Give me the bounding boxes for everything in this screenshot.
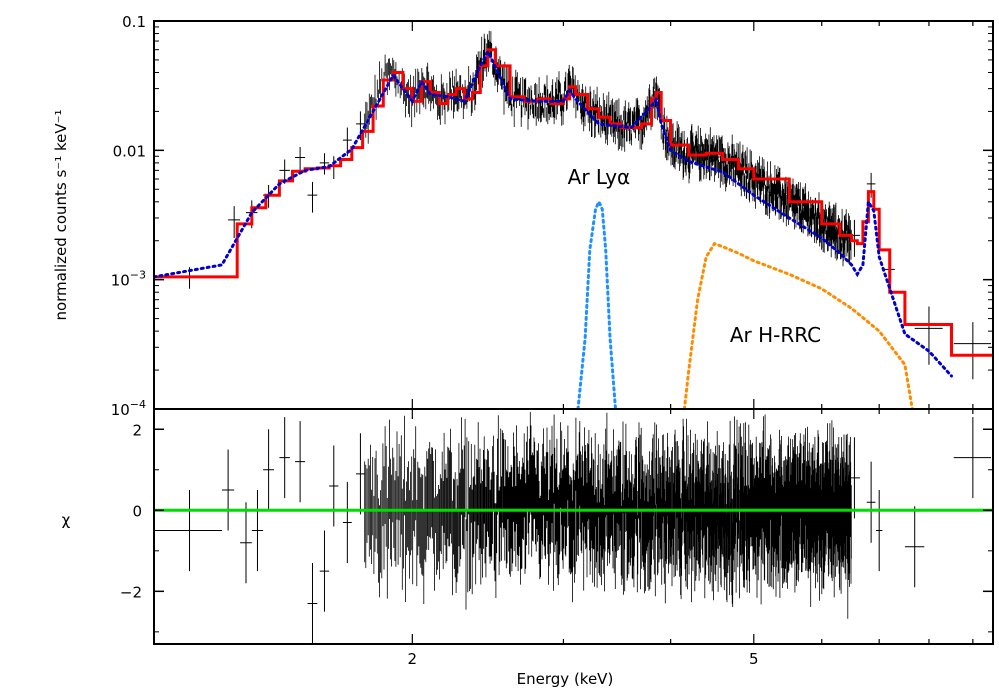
residual-data-point: [240, 502, 252, 584]
spectrum-y-tick-label: 10−3: [111, 269, 146, 290]
residual-data-point: [307, 562, 318, 644]
residual-data-point: [263, 429, 275, 511]
residual-data-point: [221, 449, 235, 531]
x-tick-label: 2: [408, 650, 418, 668]
residual-y-tick-label: 2: [132, 421, 142, 439]
spectrum-y-tick-label: 10−4: [111, 398, 146, 419]
annotation-ar-lya: Ar Lyα: [568, 165, 631, 189]
spectrum-data-point: [914, 306, 943, 365]
residual-data-point: [866, 461, 876, 543]
spectrum-data-cloud: [364, 30, 852, 267]
spectrum-y-tick-label: 0.01: [113, 142, 146, 160]
x-tick-label: 5: [749, 650, 759, 668]
annotation-ar-h-rrc: Ar H-RRC: [730, 323, 821, 347]
residual-data-cloud: [364, 411, 852, 619]
spectrum-data-point: [953, 322, 992, 380]
spectrum-data-point: [319, 153, 330, 175]
residual-data-point: [251, 490, 264, 572]
residual-data-point: [904, 506, 925, 588]
residuals-panel: 2 0 −2 2 5 χ Energy (keV): [62, 408, 994, 688]
residual-y-tick-label: −2: [120, 583, 142, 601]
x-axis-title: Energy (keV): [517, 670, 614, 688]
residual-data-point: [279, 417, 290, 499]
residual-data-point: [342, 481, 352, 563]
residuals-plot-frame: [153, 408, 994, 645]
spectrum-data-point: [295, 147, 306, 171]
residual-data-point: [154, 490, 222, 572]
spectrum-data-point: [228, 206, 241, 238]
spectrum-data-point: [866, 172, 876, 198]
spectrum-y-axis-title: normalized counts s⁻¹ keV⁻¹: [52, 109, 70, 320]
residual-data-point: [319, 530, 330, 612]
residuals-y-axis-title: χ: [62, 511, 71, 529]
total-model-line: [154, 48, 993, 357]
ar-lya-component-line: [576, 198, 617, 409]
residual-data-point: [295, 421, 306, 503]
residual-data-point: [875, 490, 883, 572]
spectrum-y-tick-label: 0.1: [122, 13, 146, 31]
residual-data-point: [329, 445, 339, 527]
residual-data-point: [356, 433, 365, 515]
ar-h-rrc-component-line: [682, 241, 914, 409]
spectrum-data-point: [307, 181, 318, 213]
spectrum-panel: 0.1 0.01 10−3 10−4 normalized counts s⁻¹ ke…: [52, 13, 994, 419]
residual-data-point: [953, 417, 992, 499]
continuum-model-line: [154, 48, 953, 378]
residual-y-tick-label: 0: [132, 502, 142, 520]
residual-data-point: [848, 437, 861, 519]
